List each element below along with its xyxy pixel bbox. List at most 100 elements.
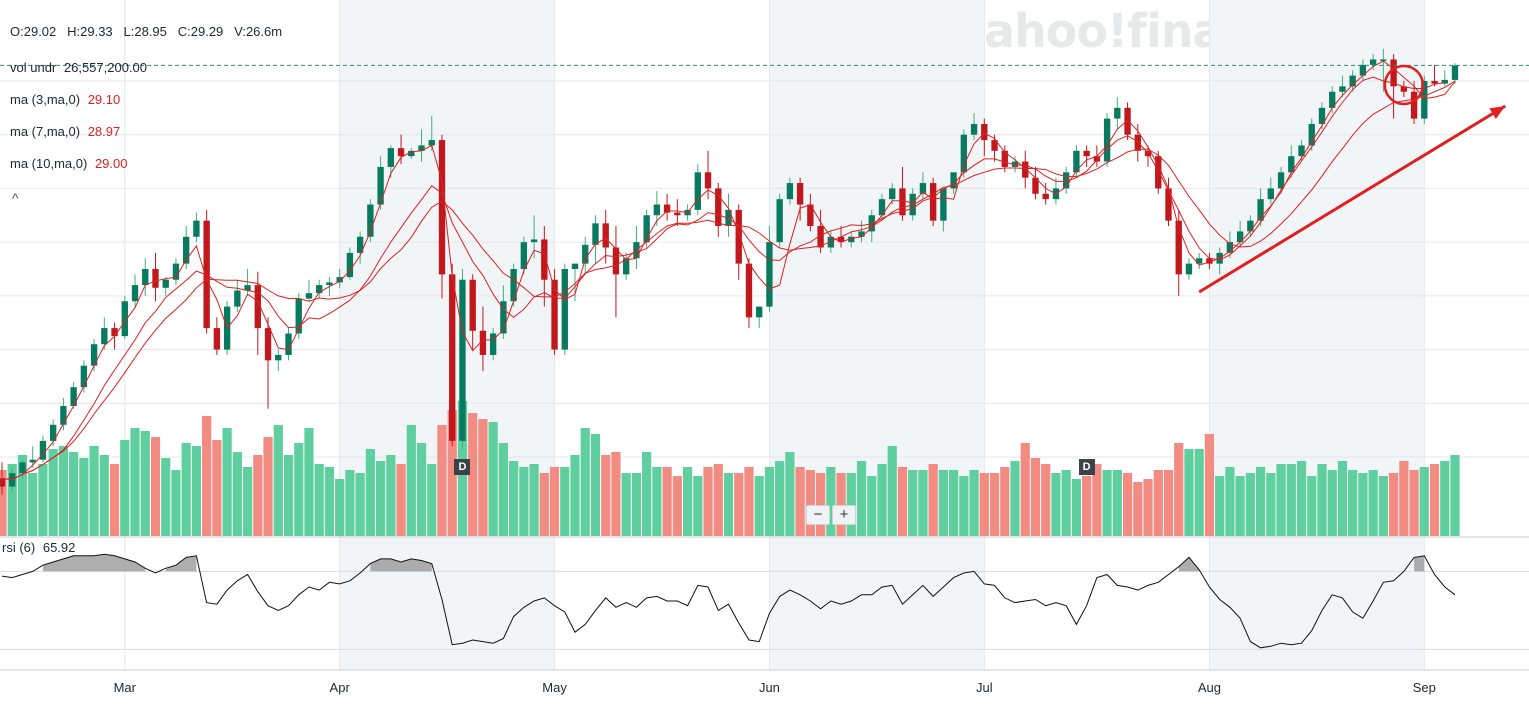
candle-body <box>1093 156 1101 162</box>
candle-body <box>715 188 722 227</box>
volume-bar <box>324 467 335 536</box>
ma10-legend[interactable]: ma (10,ma,0) 29.00 <box>10 156 127 172</box>
volume-bar <box>1143 479 1153 536</box>
candle-body <box>1001 150 1008 167</box>
candle-body <box>674 212 681 216</box>
candle-body <box>991 140 998 151</box>
candle-body <box>1431 80 1438 84</box>
open-value: 29.02 <box>23 24 57 39</box>
zoom-out-button[interactable]: − <box>806 505 830 525</box>
zoom-in-button[interactable]: + <box>832 505 856 525</box>
candle-body <box>193 220 200 237</box>
candle-body <box>878 199 886 216</box>
candle-body <box>960 134 968 173</box>
volume-bar <box>212 440 222 536</box>
volume-bar <box>1296 461 1307 536</box>
candle-body <box>29 459 36 463</box>
rsi-overbought-fill <box>1178 557 1200 572</box>
candle-body <box>663 204 671 213</box>
ma10-value: 29.00 <box>94 156 128 171</box>
candle-body <box>899 188 906 216</box>
vol-label: vol undr <box>10 60 57 75</box>
trend-arrow-head <box>1489 106 1506 119</box>
volume-bar <box>1307 476 1317 536</box>
candle-body <box>60 405 67 425</box>
candle-body <box>418 145 425 151</box>
volume-bar <box>1317 464 1327 536</box>
volume-bar <box>734 473 744 536</box>
candle-body <box>510 269 517 302</box>
candle-body <box>1451 65 1459 80</box>
candle-body <box>541 239 548 280</box>
candle-body <box>929 183 937 221</box>
low-label: L: <box>123 24 135 39</box>
candle-body <box>1318 107 1326 124</box>
volume-bar <box>447 410 457 536</box>
candle-body <box>694 172 701 210</box>
volume-bar <box>856 461 867 536</box>
volume-bar <box>1092 464 1102 536</box>
ma10-label: ma (10,ma,0) <box>10 156 88 171</box>
candle-body <box>326 282 333 286</box>
volume-bar <box>273 425 283 536</box>
volume-bar <box>1286 464 1296 536</box>
candle-body <box>1257 199 1264 221</box>
candle-body <box>745 263 753 318</box>
volume-bar <box>1010 461 1020 536</box>
candle-body <box>1421 80 1428 119</box>
ma3-label: ma (3,ma,0) <box>10 92 81 107</box>
candle-body <box>1359 64 1367 76</box>
volume-bar <box>519 467 529 536</box>
volume-bar <box>764 467 775 536</box>
candle-body <box>827 236 834 248</box>
collapse-legend-icon[interactable]: ^ <box>12 190 19 206</box>
candle-body <box>428 140 435 146</box>
rsi-overbought-fill <box>165 555 197 572</box>
candle-body <box>172 263 180 280</box>
volume-bar <box>427 464 437 536</box>
candle-body <box>848 236 855 243</box>
volume-bars <box>0 401 1460 536</box>
moving-averages <box>0 60 1529 481</box>
rsi-legend[interactable]: rsi (6) 65.92 <box>2 540 75 556</box>
rsi-overbought-fill <box>42 554 146 572</box>
candle-body <box>1441 79 1448 84</box>
volume-bar <box>826 467 836 536</box>
volume-bar <box>795 467 805 536</box>
volume-bar <box>498 443 508 536</box>
volume-bar <box>713 464 723 536</box>
month-shading <box>339 0 1425 670</box>
volume-bar <box>805 470 815 536</box>
candle-body <box>776 199 783 243</box>
rsi-overbought-fill <box>1414 555 1425 572</box>
dividend-badge[interactable]: D <box>1078 459 1095 475</box>
volume-bar <box>1429 464 1440 536</box>
volume-bar <box>1327 470 1337 536</box>
candle-body <box>397 148 405 157</box>
dividend-badge[interactable]: D <box>454 459 471 475</box>
candle-body <box>582 244 589 264</box>
candle-body <box>725 209 732 227</box>
ma7-legend[interactable]: ma (7,ma,0) 28.97 <box>10 124 120 140</box>
volume-value: 26.6m <box>245 24 283 39</box>
candle-body <box>1339 86 1346 92</box>
volume-bar <box>437 425 447 536</box>
volume-bar <box>1051 473 1061 536</box>
candle-body <box>90 344 98 366</box>
vol-legend[interactable]: vol undr 26,557,200.00 <box>10 60 147 76</box>
volume-bar <box>345 470 355 536</box>
candle-body <box>756 306 763 318</box>
candle-body <box>234 290 241 307</box>
volume-bar <box>130 428 140 536</box>
volume-bar <box>120 440 130 536</box>
candle-body <box>1073 150 1080 173</box>
volume-bar <box>294 443 304 536</box>
volume-bar <box>232 452 242 536</box>
volume-bar <box>1399 461 1409 536</box>
volume-bar <box>1204 434 1215 536</box>
vol-value: 26,557,200.00 <box>63 60 148 75</box>
ma3-legend[interactable]: ma (3,ma,0) 29.10 <box>10 92 120 108</box>
highlight-circle <box>1383 64 1425 106</box>
volume-bar <box>314 464 324 536</box>
